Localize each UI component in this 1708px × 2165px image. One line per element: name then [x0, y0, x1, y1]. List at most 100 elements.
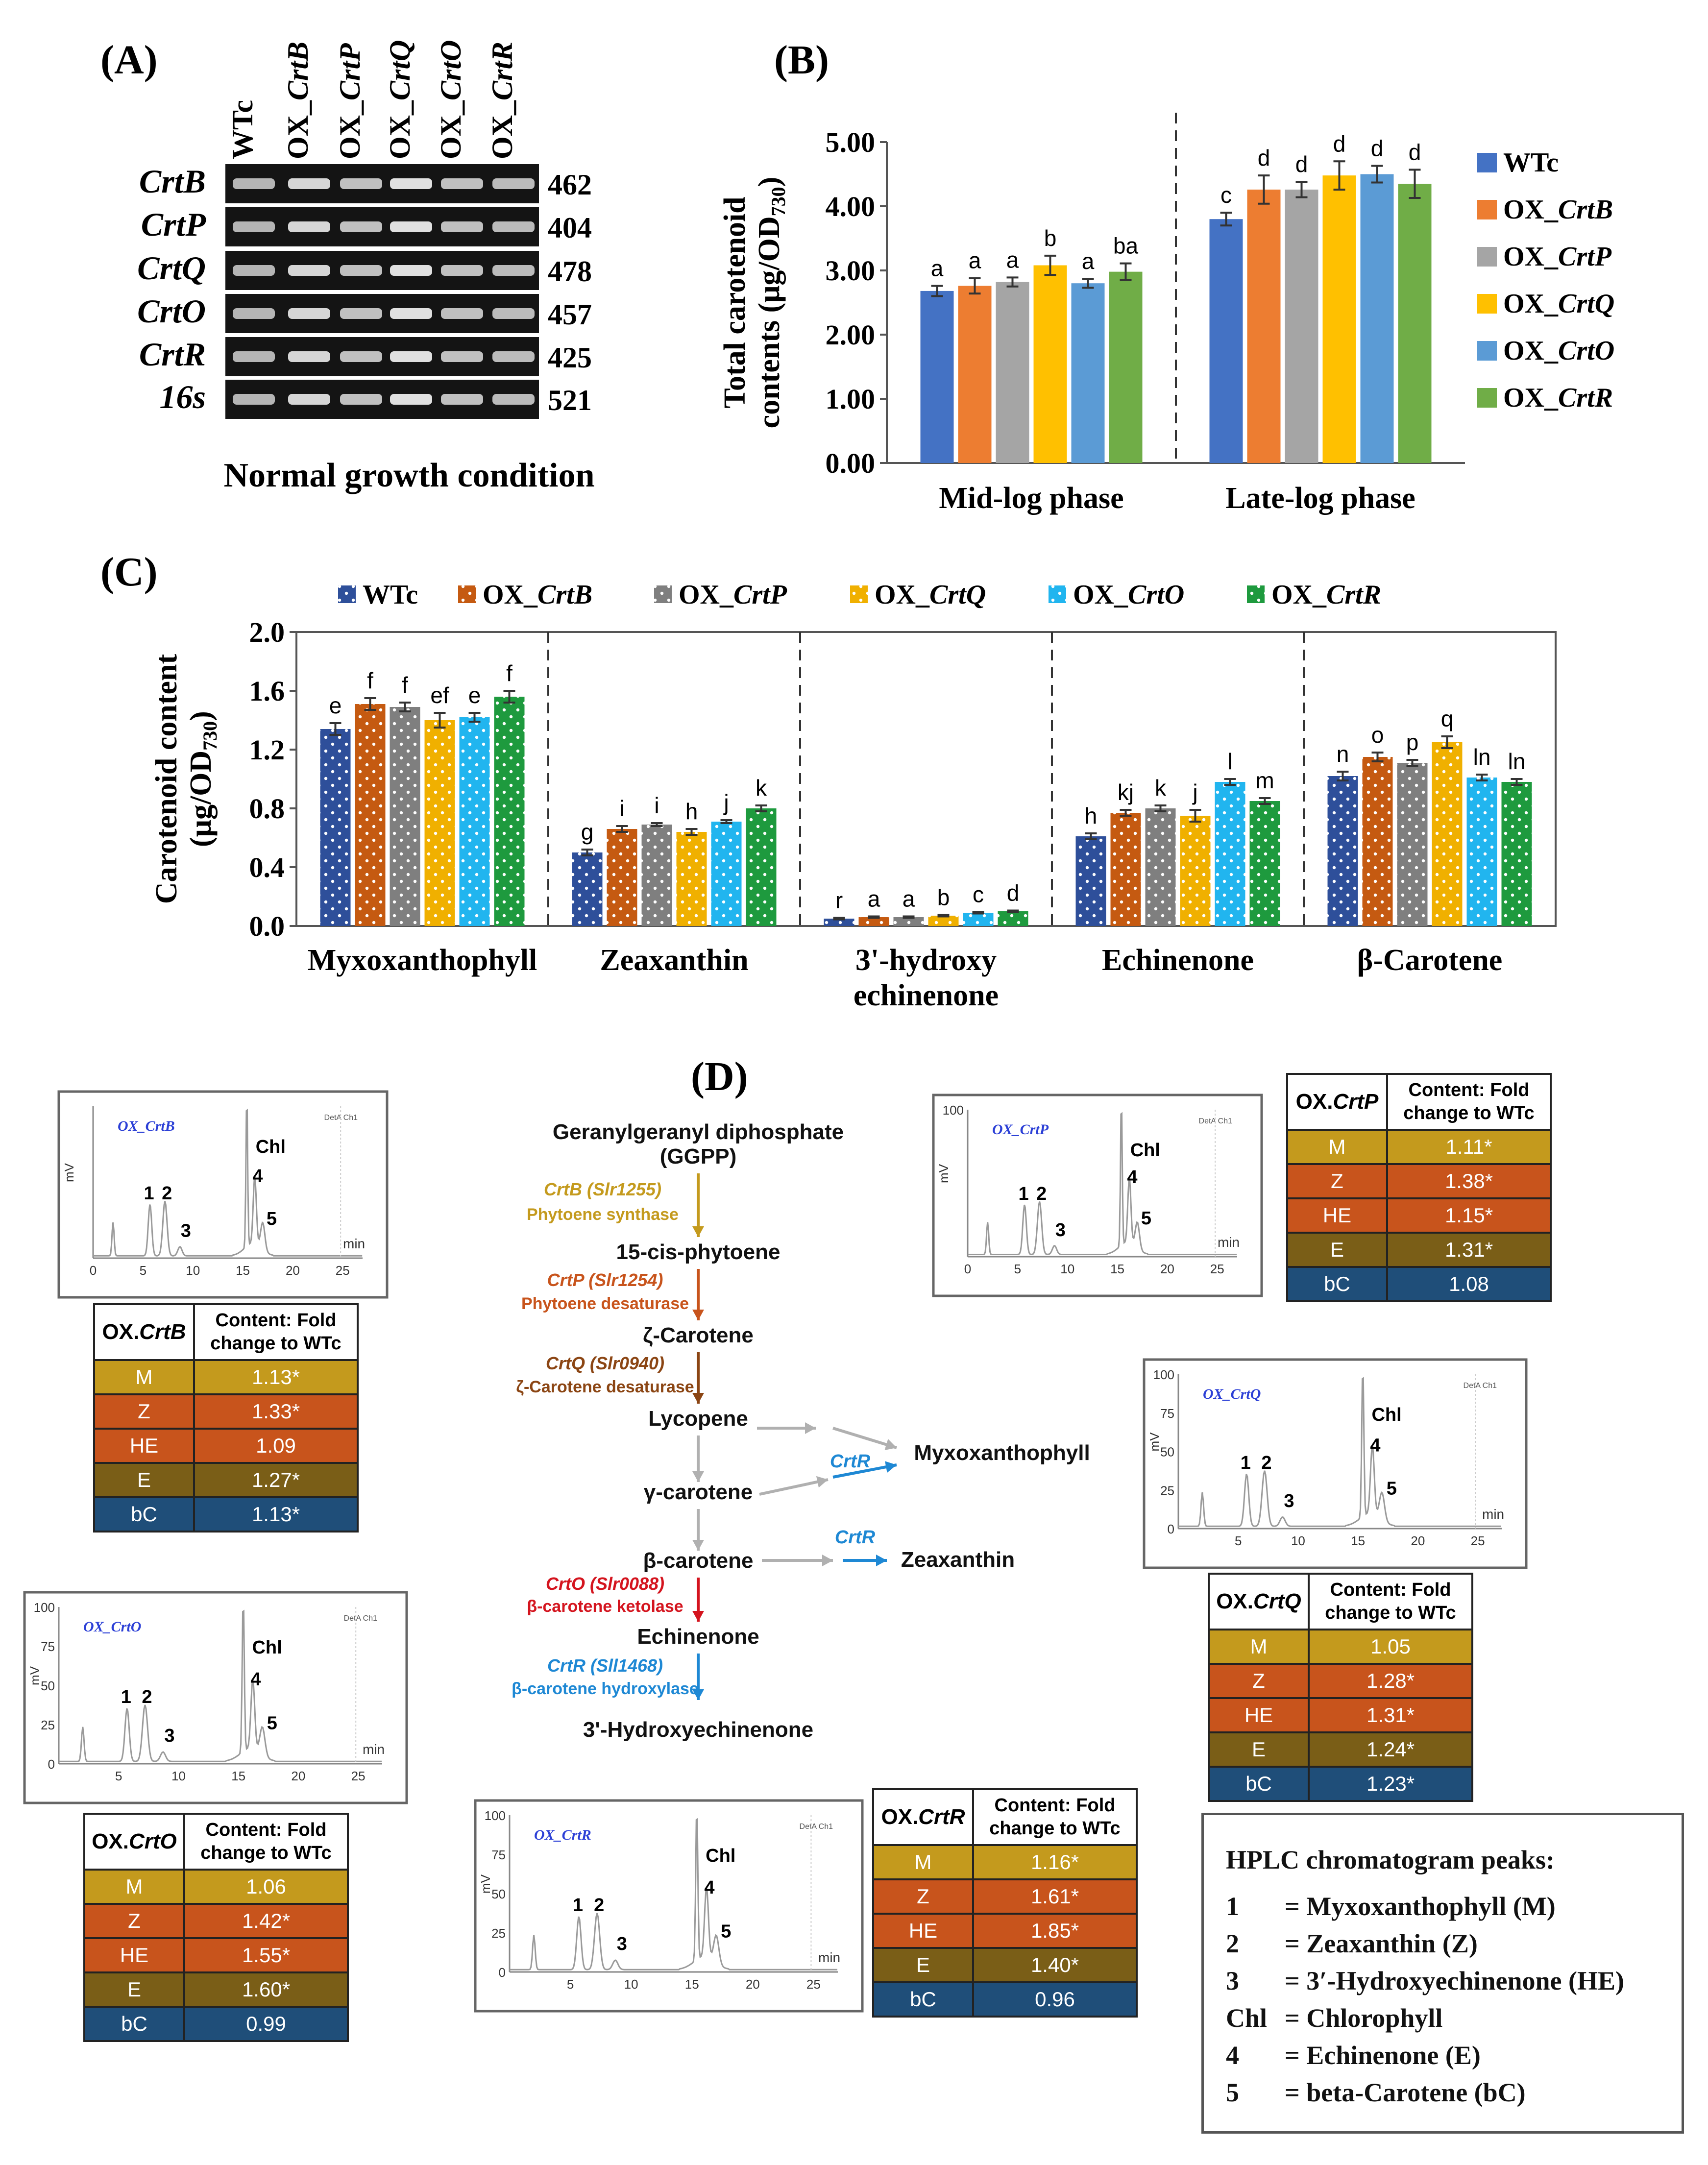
- gel-band: [288, 394, 330, 405]
- significance-letter: i: [654, 793, 659, 818]
- chrom-peak-label: 2: [594, 1895, 604, 1916]
- table-compound: E: [93, 1462, 195, 1498]
- chrom-x-tick: 25: [336, 1263, 350, 1278]
- arrow-head: [692, 1689, 704, 1700]
- chrom-trace: [59, 1609, 382, 1762]
- gel-band-size: 462: [548, 169, 592, 201]
- arrow-head: [692, 1393, 704, 1404]
- chrom-peak-label: 5: [1387, 1479, 1397, 1499]
- chrom-y-tick: 0: [48, 1757, 55, 1772]
- chrom-y-unit: mV: [478, 1874, 493, 1894]
- chrom-peak-label: 4: [250, 1669, 261, 1690]
- chrom-peak-label: 5: [721, 1922, 731, 1942]
- gel-band: [233, 265, 275, 276]
- pathway-e1b: Phytoene synthase: [527, 1205, 679, 1224]
- legend-label: WTc: [1503, 147, 1559, 178]
- arrow-head: [822, 1555, 833, 1566]
- significance-letter: i: [619, 796, 624, 821]
- significance-letter: b: [937, 885, 950, 910]
- chrom-peak-label: 2: [1036, 1184, 1047, 1204]
- bar-pattern: [1466, 778, 1497, 926]
- peak-legend-title: HPLC chromatogram peaks:: [1226, 1845, 1555, 1874]
- chrom-chl-label: Chl: [252, 1637, 282, 1658]
- table-fold-value: 1.15*: [1386, 1197, 1552, 1234]
- table-fold-header: Content: Fold change to WTc: [972, 1788, 1138, 1846]
- chrom-x-tick: 10: [1060, 1262, 1074, 1276]
- y-axis-label: Carotenoid content(μg/OD730): [150, 654, 221, 904]
- table-fold-value: 1.85*: [972, 1913, 1138, 1949]
- chrom-y-tick: 100: [943, 1103, 964, 1118]
- table-fold-header: Content: Fold change to WTc: [1386, 1073, 1552, 1131]
- legend-label: OX_CrtQ: [875, 580, 986, 610]
- table-fold-value: 1.16*: [972, 1844, 1138, 1880]
- table-fold-value: 1.28*: [1308, 1663, 1473, 1699]
- chrom-y-unit: mV: [936, 1164, 951, 1183]
- table-fold-value: 1.61*: [972, 1878, 1138, 1915]
- pathway-p6: Echinenone: [637, 1625, 759, 1649]
- chrom-peak-label: 3: [164, 1726, 174, 1746]
- chrom-x-unit: min: [1218, 1235, 1240, 1250]
- peak-legend-item: 1 = Myxoxanthophyll (M): [1226, 1892, 1556, 1921]
- chrom-detector: DetA Ch1: [1199, 1117, 1233, 1125]
- chrom-x-unit: min: [363, 1742, 385, 1757]
- gel-caption: Normal growth condition: [223, 457, 594, 494]
- y-tick-label: 5.00: [826, 126, 876, 158]
- chrom-sample-label: OX_CrtR: [534, 1827, 591, 1843]
- chrom-x-unit: min: [1482, 1507, 1504, 1522]
- bar: [920, 291, 954, 463]
- chrom-peak-label: 1: [1019, 1184, 1029, 1204]
- chrom-peak-label: 4: [1127, 1167, 1137, 1188]
- bar-pattern: [1397, 763, 1428, 926]
- gel-image: CrtB 462 CrtP 404 CrtQ 478 CrtO 457 CrtR 425 16s 52…: [137, 163, 592, 419]
- panel-c-label: (C): [100, 549, 158, 595]
- chart-b-legend: WTc OX_CrtB OX_CrtP OX_CrtQ OX_CrtO OX_CrtR: [1477, 147, 1614, 413]
- table-compound: HE: [83, 1937, 185, 1973]
- gel-band: [340, 265, 382, 276]
- table-compound: bC: [1208, 1766, 1310, 1802]
- gel-band: [288, 308, 330, 319]
- chrom-x-tick: 25: [806, 1977, 821, 1992]
- y-tick-label: 4.00: [826, 191, 876, 222]
- chrom-x-tick: 15: [236, 1263, 250, 1278]
- chrom-sample-label: OX_CrtP: [992, 1121, 1049, 1138]
- pathway-e3a: CrtQ (Slr0940): [546, 1353, 664, 1373]
- legend-swatch-pattern: [1049, 585, 1066, 603]
- table-fold-value: 1.08: [1386, 1266, 1552, 1302]
- table-fold-value: 1.27*: [193, 1462, 359, 1498]
- bar-pattern: [1432, 742, 1463, 926]
- pathway-e5a: CrtR (Sll1468): [547, 1655, 663, 1676]
- significance-letter: j: [1192, 779, 1197, 805]
- y-tick-label: 2.0: [249, 616, 285, 648]
- table-fold-value: 1.24*: [1308, 1731, 1473, 1768]
- chromatogram-frame: [932, 1094, 1263, 1297]
- gel-band: [492, 394, 535, 405]
- table-fold-value: 1.38*: [1386, 1163, 1552, 1199]
- table-compound: M: [1286, 1129, 1388, 1165]
- chrom-y-tick: 75: [1160, 1406, 1174, 1421]
- chrom-x-tick: 25: [1471, 1533, 1485, 1548]
- x-category-label: β-Carotene: [1357, 944, 1503, 977]
- gel-band: [288, 265, 330, 276]
- gel-band: [233, 308, 275, 319]
- significance-letter: j: [723, 790, 729, 815]
- gel-band-size: 425: [548, 341, 592, 374]
- table-fold-value: 1.40*: [972, 1947, 1138, 1983]
- chrom-x-tick: 20: [746, 1977, 760, 1992]
- significance-letter: kj: [1118, 779, 1134, 805]
- bar: [1209, 219, 1243, 463]
- gel-lane-labels: WTc OX_CrtB OX_CrtP OX_CrtQ OX_CrtO OX_CrtR: [226, 40, 518, 159]
- gel-band: [233, 178, 275, 189]
- chrom-y-unit: mV: [27, 1666, 42, 1685]
- arrow-head: [692, 1226, 704, 1237]
- significance-letter: ln: [1508, 749, 1526, 774]
- chrom-sample-label: OX_CrtQ: [1203, 1386, 1261, 1402]
- legend-label: OX_CrtB: [483, 580, 592, 610]
- significance-letter: m: [1255, 768, 1274, 793]
- significance-letter: g: [581, 819, 594, 845]
- gel-band-size: 404: [548, 212, 592, 244]
- chrom-x-tick: 20: [291, 1769, 305, 1783]
- bar-pattern: [494, 697, 525, 926]
- bar-pattern: [893, 917, 924, 926]
- chrom-y-unit: mV: [62, 1163, 76, 1182]
- legend-label: OX_CrtR: [1271, 580, 1381, 610]
